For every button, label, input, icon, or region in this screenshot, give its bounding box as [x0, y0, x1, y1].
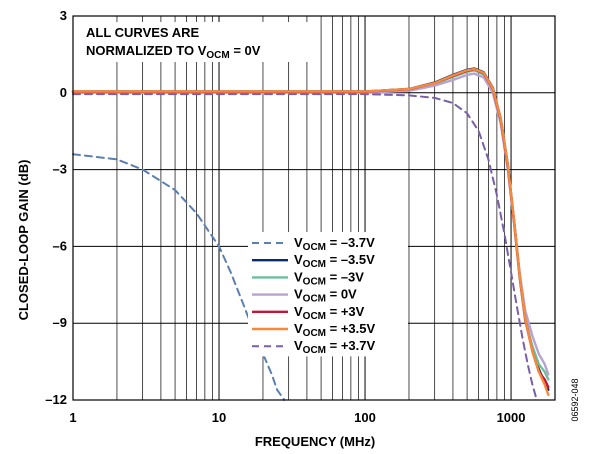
annotation-line-2: NORMALIZED TO VOCM = 0V — [86, 43, 261, 61]
x-tick-label: 100 — [354, 410, 376, 425]
figure-id: 06592-048 — [570, 378, 580, 421]
legend-label-2: VOCM = –3.5V — [294, 252, 375, 270]
curves — [71, 67, 550, 401]
series-line-7 — [72, 93, 538, 401]
y-tick-labels: 3 0 –3 –6 –9 –12 — [45, 8, 67, 407]
annotation: ALL CURVES ARE NORMALIZED TO VOCM = 0V — [82, 22, 308, 62]
y-tick-label: 3 — [60, 8, 67, 23]
legend-label-1: VOCM = –3.7V — [294, 235, 375, 253]
x-axis-label: FREQUENCY (MHz) — [255, 434, 375, 449]
y-tick-label: –9 — [53, 315, 67, 330]
legend-label-6: VOCM = +3.5V — [294, 321, 375, 339]
plot-frame — [72, 15, 556, 401]
legend-label-5: VOCM = +3V — [294, 304, 365, 322]
x-tick-label: 1000 — [497, 410, 526, 425]
x-tick-label: 10 — [212, 410, 226, 425]
x-tick-label: 1 — [69, 410, 76, 425]
series-line-1 — [72, 153, 286, 401]
y-tick-label: 0 — [60, 85, 67, 100]
y-tick-label: –3 — [53, 162, 67, 177]
annotation-line-1: ALL CURVES ARE — [86, 25, 199, 40]
y-tick-label: –12 — [45, 392, 67, 407]
y-axis-label: CLOSED-LOOP GAIN (dB) — [16, 160, 31, 321]
y-tick-label: –6 — [53, 238, 67, 253]
legend-label-7: VOCM = +3.7V — [294, 338, 375, 356]
legend-label-4: VOCM = 0V — [294, 287, 357, 305]
x-tick-labels: 1 10 100 1000 — [69, 410, 525, 425]
series-line-6 — [71, 67, 550, 397]
legend-label-3: VOCM = –3V — [294, 269, 364, 287]
